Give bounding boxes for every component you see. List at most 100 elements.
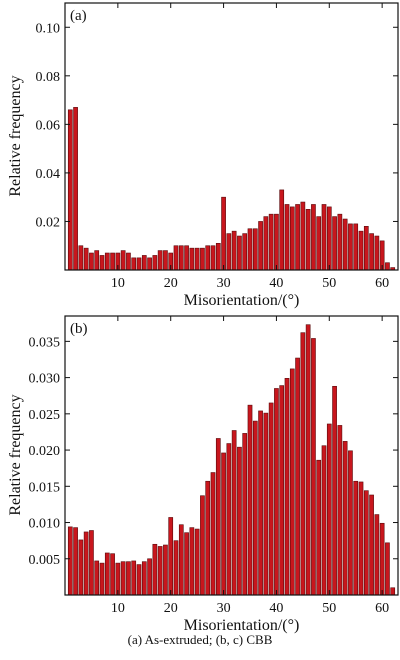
histogram-bar bbox=[353, 223, 359, 271]
histogram-bar bbox=[369, 494, 374, 596]
histogram-bar bbox=[332, 385, 337, 596]
panel-label: (b) bbox=[70, 321, 88, 337]
histogram-bar bbox=[231, 430, 237, 596]
histogram-bar bbox=[136, 564, 142, 596]
histogram-bar bbox=[326, 423, 332, 596]
histogram-bar bbox=[131, 257, 137, 271]
y-tick-label: 0.025 bbox=[29, 408, 61, 423]
x-tick-label: 40 bbox=[269, 601, 283, 616]
histogram-bar bbox=[284, 204, 290, 271]
bar-series bbox=[67, 324, 396, 596]
histogram-bar bbox=[379, 522, 385, 596]
x-tick-label: 40 bbox=[269, 276, 283, 291]
y-axis-label: Relative frequency bbox=[7, 394, 24, 515]
histogram-bar bbox=[73, 527, 78, 596]
y-tick-label: 0.030 bbox=[29, 372, 61, 387]
histogram-bar bbox=[316, 216, 322, 271]
x-tick-label: 60 bbox=[375, 276, 389, 291]
histogram-bar bbox=[83, 531, 89, 596]
histogram-bar bbox=[173, 245, 179, 271]
histogram-bar bbox=[200, 495, 205, 596]
histogram-bar bbox=[321, 445, 327, 596]
histogram-bar bbox=[263, 216, 269, 271]
y-tick-label: 0.035 bbox=[29, 335, 61, 350]
x-axis-label: Misorientation/(°) bbox=[184, 617, 300, 634]
x-tick-label: 50 bbox=[322, 276, 336, 291]
histogram-bar bbox=[363, 490, 369, 596]
histogram-bar bbox=[210, 472, 216, 596]
panel-label: (a) bbox=[70, 8, 87, 24]
y-tick-label: 0.04 bbox=[36, 167, 61, 182]
x-tick-label: 30 bbox=[217, 601, 231, 616]
histogram-bar bbox=[126, 252, 131, 271]
y-tick-label: 0.015 bbox=[29, 480, 61, 495]
histogram-bar bbox=[163, 250, 168, 271]
histogram-bar bbox=[89, 530, 94, 596]
histogram-bar bbox=[73, 107, 78, 271]
histogram-bar bbox=[348, 223, 353, 271]
y-tick-label: 0.06 bbox=[36, 118, 61, 133]
histogram-bar bbox=[157, 250, 163, 271]
y-axis-label: Relative frequency bbox=[7, 75, 24, 196]
histogram-bar bbox=[358, 481, 364, 596]
histogram-bar bbox=[321, 204, 327, 271]
histogram-bar bbox=[358, 230, 364, 271]
histogram-bar bbox=[231, 230, 237, 271]
histogram-bar bbox=[131, 560, 137, 596]
histogram-bar bbox=[168, 517, 174, 596]
histogram-bar bbox=[189, 527, 195, 596]
histogram-bar bbox=[147, 257, 152, 271]
y-tick-label: 0.010 bbox=[29, 517, 61, 532]
histogram-bar bbox=[342, 441, 348, 596]
histogram-bar bbox=[120, 561, 126, 596]
histogram-bar bbox=[385, 262, 390, 271]
x-tick-label: 10 bbox=[111, 601, 125, 616]
x-tick-label: 10 bbox=[111, 276, 125, 291]
histogram-bar bbox=[189, 247, 195, 271]
histogram-bar bbox=[221, 452, 226, 596]
histogram-bar bbox=[67, 109, 73, 271]
histogram-bar bbox=[348, 450, 353, 596]
histogram-bar bbox=[94, 250, 100, 271]
histogram-bar bbox=[194, 528, 200, 596]
x-tick-label: 20 bbox=[164, 276, 178, 291]
histogram-bar bbox=[110, 252, 115, 271]
histogram-bar bbox=[337, 425, 343, 596]
histogram-bar bbox=[237, 235, 242, 271]
histogram-bar bbox=[152, 543, 158, 596]
histogram-bar bbox=[215, 243, 221, 271]
histogram-bar bbox=[221, 196, 226, 271]
histogram-bar bbox=[104, 252, 110, 271]
histogram-bar bbox=[99, 562, 105, 596]
histogram-bar bbox=[305, 209, 311, 271]
histogram-bar bbox=[205, 480, 211, 596]
histogram-bar bbox=[200, 247, 205, 271]
histogram-bar bbox=[353, 480, 359, 596]
histogram-bar bbox=[147, 558, 152, 596]
histogram-bar bbox=[83, 247, 89, 271]
histogram-bar bbox=[226, 233, 232, 271]
histogram-bar bbox=[300, 332, 306, 596]
histogram-bar bbox=[242, 233, 248, 271]
histogram-bar bbox=[247, 228, 253, 271]
histogram-bar bbox=[311, 338, 316, 596]
histogram-bar bbox=[326, 206, 332, 271]
histogram-bar bbox=[337, 213, 343, 271]
histogram-bar bbox=[258, 221, 263, 271]
histogram-bar bbox=[178, 524, 184, 596]
histogram-bar bbox=[136, 257, 142, 271]
histogram-bar bbox=[289, 368, 295, 596]
histogram-bar bbox=[247, 404, 253, 596]
histogram-bar bbox=[390, 587, 396, 596]
histogram-bar bbox=[173, 540, 179, 596]
histogram-bar bbox=[184, 245, 189, 271]
histogram-bar bbox=[342, 218, 348, 271]
histogram-bar bbox=[152, 255, 158, 271]
histogram-bar bbox=[215, 438, 221, 596]
histogram-bar bbox=[316, 459, 322, 596]
x-tick-label: 50 bbox=[322, 601, 336, 616]
plot-frame bbox=[64, 2, 399, 271]
histogram-bar bbox=[194, 247, 200, 271]
figure-caption: (a) As-extruded; (b, c) CBB bbox=[127, 632, 273, 647]
